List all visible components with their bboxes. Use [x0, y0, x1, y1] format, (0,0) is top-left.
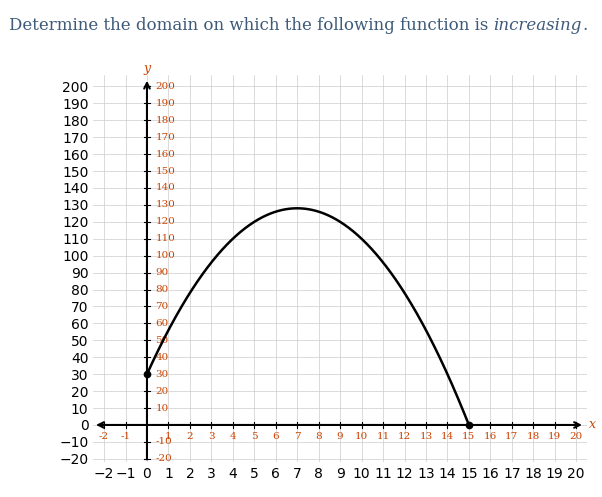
Text: 14: 14	[441, 432, 454, 441]
Text: 13: 13	[420, 432, 433, 441]
Text: 10: 10	[155, 404, 169, 413]
Text: Determine the domain on which the following function is: Determine the domain on which the follow…	[9, 17, 494, 34]
Text: 20: 20	[155, 387, 169, 396]
Text: 150: 150	[155, 166, 175, 175]
Text: y: y	[143, 62, 150, 75]
Text: 18: 18	[527, 432, 540, 441]
Text: 3: 3	[208, 432, 215, 441]
Text: 80: 80	[155, 285, 169, 294]
Text: 120: 120	[155, 217, 175, 226]
Text: 16: 16	[484, 432, 497, 441]
Text: 30: 30	[155, 370, 169, 379]
Text: 40: 40	[155, 353, 169, 362]
Text: 160: 160	[155, 150, 175, 159]
Text: 7: 7	[294, 432, 300, 441]
Text: increasing: increasing	[494, 17, 582, 34]
Text: x: x	[589, 418, 596, 431]
Text: 190: 190	[155, 99, 175, 108]
Text: 17: 17	[505, 432, 518, 441]
Text: 6: 6	[273, 432, 279, 441]
Text: 11: 11	[376, 432, 389, 441]
Text: 170: 170	[155, 133, 175, 142]
Text: 19: 19	[548, 432, 562, 441]
Text: 9: 9	[337, 432, 344, 441]
Text: 110: 110	[155, 234, 175, 243]
Text: 90: 90	[155, 268, 169, 277]
Text: -10: -10	[155, 437, 172, 446]
Text: -20: -20	[155, 454, 172, 463]
Text: 100: 100	[155, 251, 175, 260]
Text: 4: 4	[229, 432, 236, 441]
Text: 10: 10	[355, 432, 368, 441]
Text: 180: 180	[155, 116, 175, 125]
Text: 8: 8	[315, 432, 322, 441]
Text: 60: 60	[155, 319, 169, 328]
Text: 50: 50	[155, 336, 169, 345]
Text: 20: 20	[569, 432, 583, 441]
Text: 5: 5	[251, 432, 258, 441]
Text: -1: -1	[120, 432, 131, 441]
Text: 15: 15	[462, 432, 476, 441]
Text: 200: 200	[155, 82, 175, 91]
Text: 70: 70	[155, 302, 169, 311]
Text: 2: 2	[187, 432, 193, 441]
Text: 1: 1	[165, 432, 172, 441]
Text: -2: -2	[99, 432, 109, 441]
Text: 130: 130	[155, 200, 175, 209]
Text: 140: 140	[155, 183, 175, 192]
Text: 12: 12	[398, 432, 411, 441]
Text: .: .	[582, 17, 588, 34]
